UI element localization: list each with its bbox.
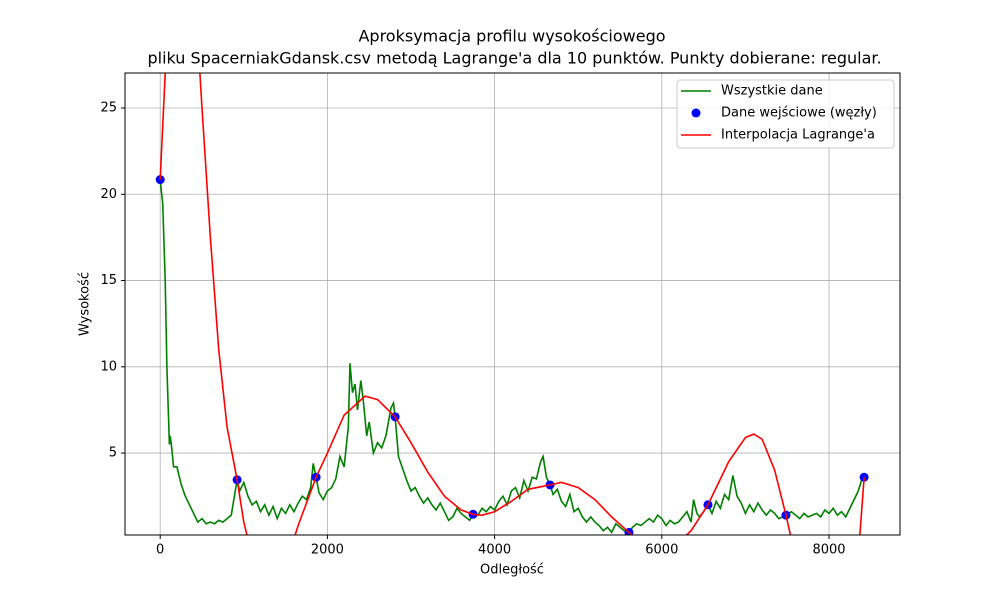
plot-area xyxy=(155,73,869,535)
legend-swatch xyxy=(691,108,701,118)
x-axis-label: Odległość xyxy=(480,563,544,578)
data-line xyxy=(159,180,865,534)
legend-label: Wszystkie dane xyxy=(721,84,823,99)
data-point xyxy=(859,472,869,482)
y-tick-label: 10 xyxy=(100,359,117,374)
y-axis-label: Wysokość xyxy=(78,272,93,336)
y-tick-label: 25 xyxy=(100,101,117,116)
plot-frame xyxy=(124,72,901,536)
data-line xyxy=(159,73,865,535)
chart-title: pliku SpacerniakGdansk.csv metodą Lagran… xyxy=(142,49,881,68)
x-tick-label: 2000 xyxy=(311,543,344,558)
x-tick-label: 6000 xyxy=(645,543,678,558)
y-tick-label: 20 xyxy=(100,187,117,202)
x-tick-label: 0 xyxy=(156,543,164,558)
legend-box xyxy=(676,79,895,149)
chart-title: Aproksymacja profilu wysokościowego xyxy=(358,27,665,46)
legend-label: Dane wejściowe (węzły) xyxy=(721,106,877,121)
x-tick-label: 4000 xyxy=(478,543,511,558)
y-tick-label: 5 xyxy=(109,446,117,461)
x-tick-label: 8000 xyxy=(812,543,845,558)
legend-label: Interpolacja Lagrange'a xyxy=(721,128,875,143)
y-tick-label: 15 xyxy=(100,273,117,288)
